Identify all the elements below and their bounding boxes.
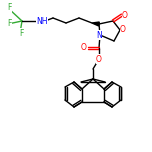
Text: N: N — [96, 31, 102, 40]
Text: O: O — [81, 43, 87, 52]
Polygon shape — [92, 22, 99, 26]
Text: F: F — [7, 19, 11, 29]
Text: F: F — [19, 29, 23, 38]
Text: F: F — [7, 3, 11, 12]
Text: O: O — [122, 10, 128, 19]
Text: NH: NH — [36, 17, 48, 26]
Text: O: O — [120, 26, 126, 35]
Text: O: O — [96, 55, 102, 64]
